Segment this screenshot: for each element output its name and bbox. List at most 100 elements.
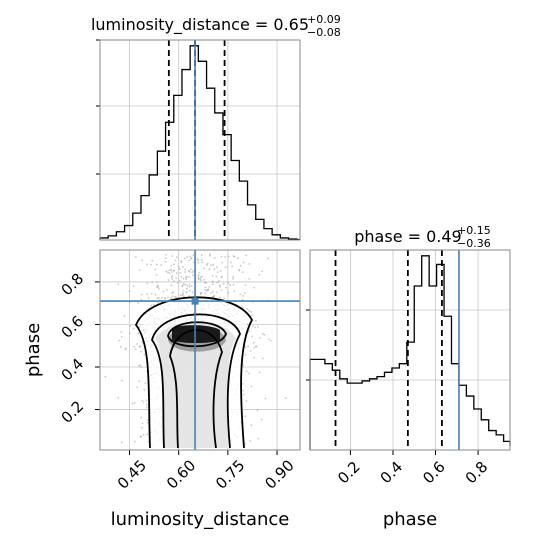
scatter-point bbox=[199, 277, 202, 280]
x-tick-label: 0.45 bbox=[114, 456, 150, 492]
scatter-point bbox=[244, 346, 247, 349]
scatter-point bbox=[137, 364, 140, 367]
scatter-point bbox=[192, 254, 195, 257]
scatter-point bbox=[146, 419, 149, 421]
scatter-point bbox=[117, 397, 120, 399]
scatter-point bbox=[154, 268, 157, 271]
scatter-point bbox=[244, 284, 247, 286]
scatter-point bbox=[136, 386, 139, 389]
x-tick-label: 0.2 bbox=[334, 458, 364, 488]
scatter-point bbox=[150, 292, 153, 295]
scatter-point bbox=[158, 288, 160, 290]
scatter-point bbox=[249, 440, 252, 442]
x-tick-label: 0.75 bbox=[212, 456, 248, 492]
scatter-point bbox=[174, 295, 177, 298]
scatter-point bbox=[232, 277, 234, 280]
scatter-point bbox=[245, 400, 248, 402]
scatter-point bbox=[184, 271, 186, 273]
scatter-point bbox=[188, 295, 191, 297]
scatter-point bbox=[239, 293, 242, 296]
scatter-point bbox=[188, 259, 191, 262]
scatter-point bbox=[261, 357, 264, 360]
scatter-point bbox=[178, 268, 181, 270]
scatter-point bbox=[250, 385, 253, 388]
y-tick-label: 0.8 bbox=[58, 270, 88, 300]
scatter-point bbox=[189, 255, 192, 258]
scatter-point bbox=[247, 345, 249, 348]
x-tick-label: 0.6 bbox=[419, 458, 449, 488]
scatter-point bbox=[170, 276, 173, 279]
scatter-point bbox=[229, 284, 232, 286]
scatter-point bbox=[251, 314, 253, 317]
scatter-point bbox=[180, 261, 183, 264]
scatter-point bbox=[248, 309, 250, 312]
scatter-point bbox=[215, 291, 218, 294]
scatter-point bbox=[140, 298, 143, 301]
scatter-point bbox=[259, 337, 261, 339]
scatter-point bbox=[141, 259, 144, 262]
scatter-point bbox=[123, 315, 126, 317]
scatter-point bbox=[140, 426, 143, 429]
scatter-point bbox=[216, 271, 219, 273]
scatter-point bbox=[213, 257, 216, 259]
scatter-point bbox=[219, 285, 222, 288]
scatter-point bbox=[170, 264, 173, 267]
scatter-point bbox=[168, 269, 171, 272]
scatter-point bbox=[242, 294, 245, 297]
y-tick-label: 0.6 bbox=[58, 312, 88, 342]
luminosity-histogram-step bbox=[99, 45, 300, 241]
scatter-point bbox=[221, 275, 223, 278]
y-axis-label-phase: phase bbox=[23, 323, 44, 377]
scatter-point bbox=[229, 261, 232, 264]
scatter-point bbox=[253, 286, 255, 289]
scatter-point bbox=[175, 277, 178, 280]
scatter-point bbox=[241, 306, 244, 309]
scatter-point bbox=[223, 297, 226, 300]
scatter-point bbox=[180, 275, 183, 278]
luminosity-distance-histogram-panel bbox=[96, 39, 301, 241]
scatter-point bbox=[171, 255, 174, 257]
axes-frame bbox=[309, 249, 511, 451]
scatter-point bbox=[140, 293, 143, 296]
scatter-point bbox=[191, 271, 194, 274]
scatter-point bbox=[176, 282, 179, 284]
scatter-point bbox=[197, 261, 200, 264]
scatter-point bbox=[206, 262, 209, 265]
scatter-point bbox=[218, 284, 221, 286]
scatter-point bbox=[170, 297, 172, 300]
scatter-point bbox=[255, 345, 258, 348]
scatter-point bbox=[150, 304, 153, 307]
scatter-point bbox=[172, 269, 175, 272]
scatter-point bbox=[182, 266, 184, 268]
scatter-point bbox=[173, 263, 176, 266]
x-tick-label: 0.4 bbox=[377, 458, 407, 488]
scatter-point bbox=[155, 263, 158, 266]
scatter-point bbox=[120, 335, 123, 338]
scatter-point bbox=[192, 269, 195, 272]
scatter-point bbox=[244, 292, 246, 294]
scatter-point bbox=[156, 297, 159, 300]
axes-frame bbox=[99, 249, 301, 451]
scatter-point bbox=[219, 270, 222, 272]
scatter-point bbox=[174, 259, 177, 262]
scatter-point bbox=[242, 261, 245, 264]
scatter-point bbox=[129, 324, 132, 327]
x-tick-label: 0.90 bbox=[261, 456, 297, 492]
scatter-point bbox=[211, 295, 214, 298]
scatter-point bbox=[139, 364, 142, 367]
scatter-point bbox=[187, 269, 190, 272]
scatter-point bbox=[146, 282, 149, 285]
scatter-point bbox=[150, 263, 153, 266]
scatter-point bbox=[170, 268, 173, 271]
contour-inner bbox=[167, 321, 227, 348]
scatter-point bbox=[224, 256, 227, 258]
scatter-point bbox=[134, 440, 136, 443]
scatter-point bbox=[137, 302, 140, 304]
scatter-point bbox=[254, 326, 257, 329]
scatter-point bbox=[233, 290, 236, 292]
scatter-point bbox=[203, 281, 206, 284]
scatter-point bbox=[141, 399, 144, 402]
scatter-point bbox=[200, 291, 203, 294]
scatter-point bbox=[250, 310, 253, 313]
scatter-point bbox=[145, 406, 148, 409]
